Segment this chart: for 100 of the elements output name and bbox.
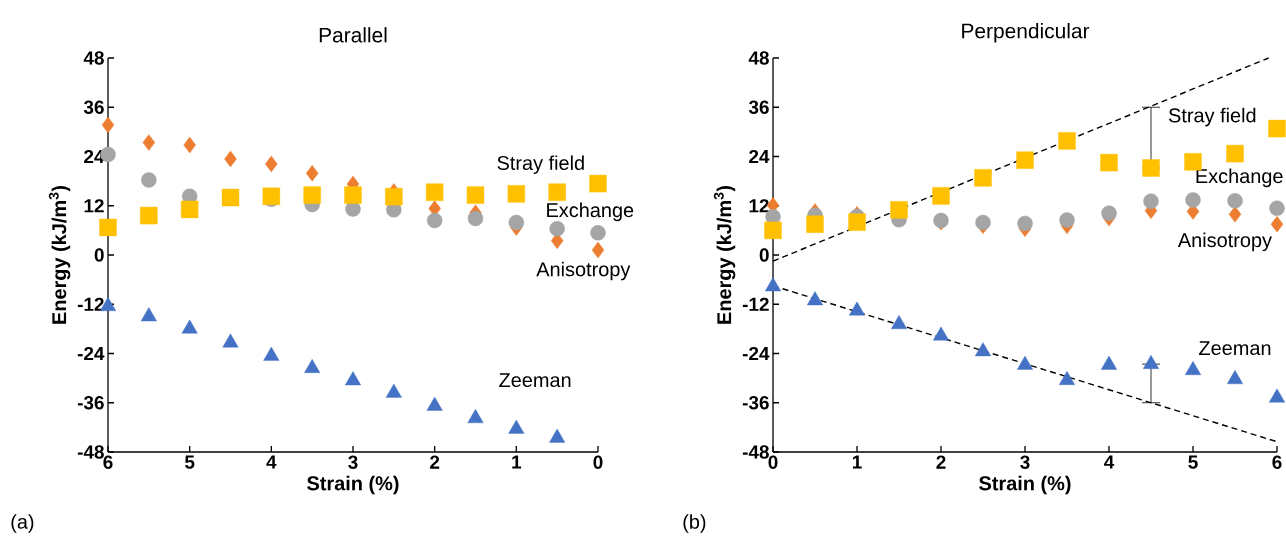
text: (b) [683,514,706,533]
point [141,172,157,188]
point [140,206,158,225]
point [467,210,484,227]
point [1059,370,1076,385]
point [183,136,196,154]
point [1227,370,1243,385]
y-tick-label: -48 [742,445,769,459]
point [975,214,991,231]
point [303,186,321,204]
point [265,155,278,173]
point [764,221,782,240]
point [142,134,156,151]
y-tick-label: -24 [742,346,770,361]
point [1143,193,1159,209]
x-tick-label: 6 [1272,455,1282,469]
y-tick-label: 24 [749,149,770,164]
point [1228,206,1242,223]
point [765,277,782,292]
series-label: Anisotropy [1177,232,1272,252]
y-tick-label: 0 [759,248,769,262]
point [932,187,950,205]
point [549,428,566,443]
point [101,116,115,134]
point [221,188,240,207]
point [140,307,157,322]
y-tick-label: -36 [742,396,769,410]
point [806,215,824,233]
y-tick-label: 12 [749,199,769,213]
point [933,326,950,341]
x-tick-label: 2 [430,455,440,469]
point [549,221,565,237]
point [304,359,321,373]
point [467,409,484,424]
point [99,218,117,237]
point [1058,132,1076,150]
chart-title: Perpendicular [962,23,1090,43]
point [1227,193,1243,209]
x-tick-label: 2 [936,455,946,469]
point [1016,151,1034,169]
point [1226,144,1244,163]
point [1185,192,1201,208]
point [345,201,361,217]
point [974,169,992,187]
series-label: Stray field [497,155,584,174]
x-tick-label: 5 [1188,455,1198,469]
series-label: Zeeman [1199,341,1271,356]
x-tick-label: 4 [1104,455,1115,469]
point [508,419,525,434]
text: (a) [11,514,34,533]
point [1017,355,1034,370]
y-tick-label: 36 [83,100,104,114]
y-tick-label: 0 [94,248,104,262]
chart-title: Parallel [319,27,387,43]
point [1143,354,1159,369]
y-axis-title: Energy (kJ/m$^{3}$) [48,185,71,324]
point [181,319,198,334]
x-tick-label: 0 [593,455,603,469]
point [262,187,281,205]
point [385,188,403,206]
point [1185,361,1201,376]
point [466,186,485,204]
point [807,291,824,306]
y-tick-label: -24 [77,346,105,361]
point [222,333,239,348]
series-label: Exchange [547,202,634,222]
y-tick-label: 12 [84,199,104,213]
y-tick-label: -36 [77,396,104,410]
point [425,183,444,201]
y-axis-title: Energy (kJ/m$^{3}$) [713,185,736,324]
y-tick-label: 36 [748,100,769,114]
point [590,225,606,241]
series-label: Stray field [1168,107,1256,127]
point [426,396,443,411]
point [344,186,362,204]
series-label: Anisotropy [536,261,631,281]
x-tick-label: 4 [266,455,277,469]
point [548,183,566,201]
series-label: Zeeman [499,373,571,388]
point [385,383,402,398]
point [305,165,319,182]
point [426,212,443,229]
point [975,342,992,357]
y-tick-label: -12 [77,297,104,311]
point [263,346,280,361]
point [1101,205,1117,221]
x-tick-label: 5 [184,455,195,469]
x-axis-title: Strain (%) [307,475,399,495]
point [507,185,526,203]
point [180,200,199,219]
series-label: Exchange [1196,168,1283,188]
x-tick-label: 6 [103,455,113,469]
point [224,150,237,168]
x-tick-label: 3 [1020,455,1030,469]
point [849,301,866,316]
point [591,241,605,259]
point [589,174,607,193]
x-tick-label: 3 [348,455,358,469]
point [1100,153,1118,172]
x-tick-label: 1 [852,455,862,469]
